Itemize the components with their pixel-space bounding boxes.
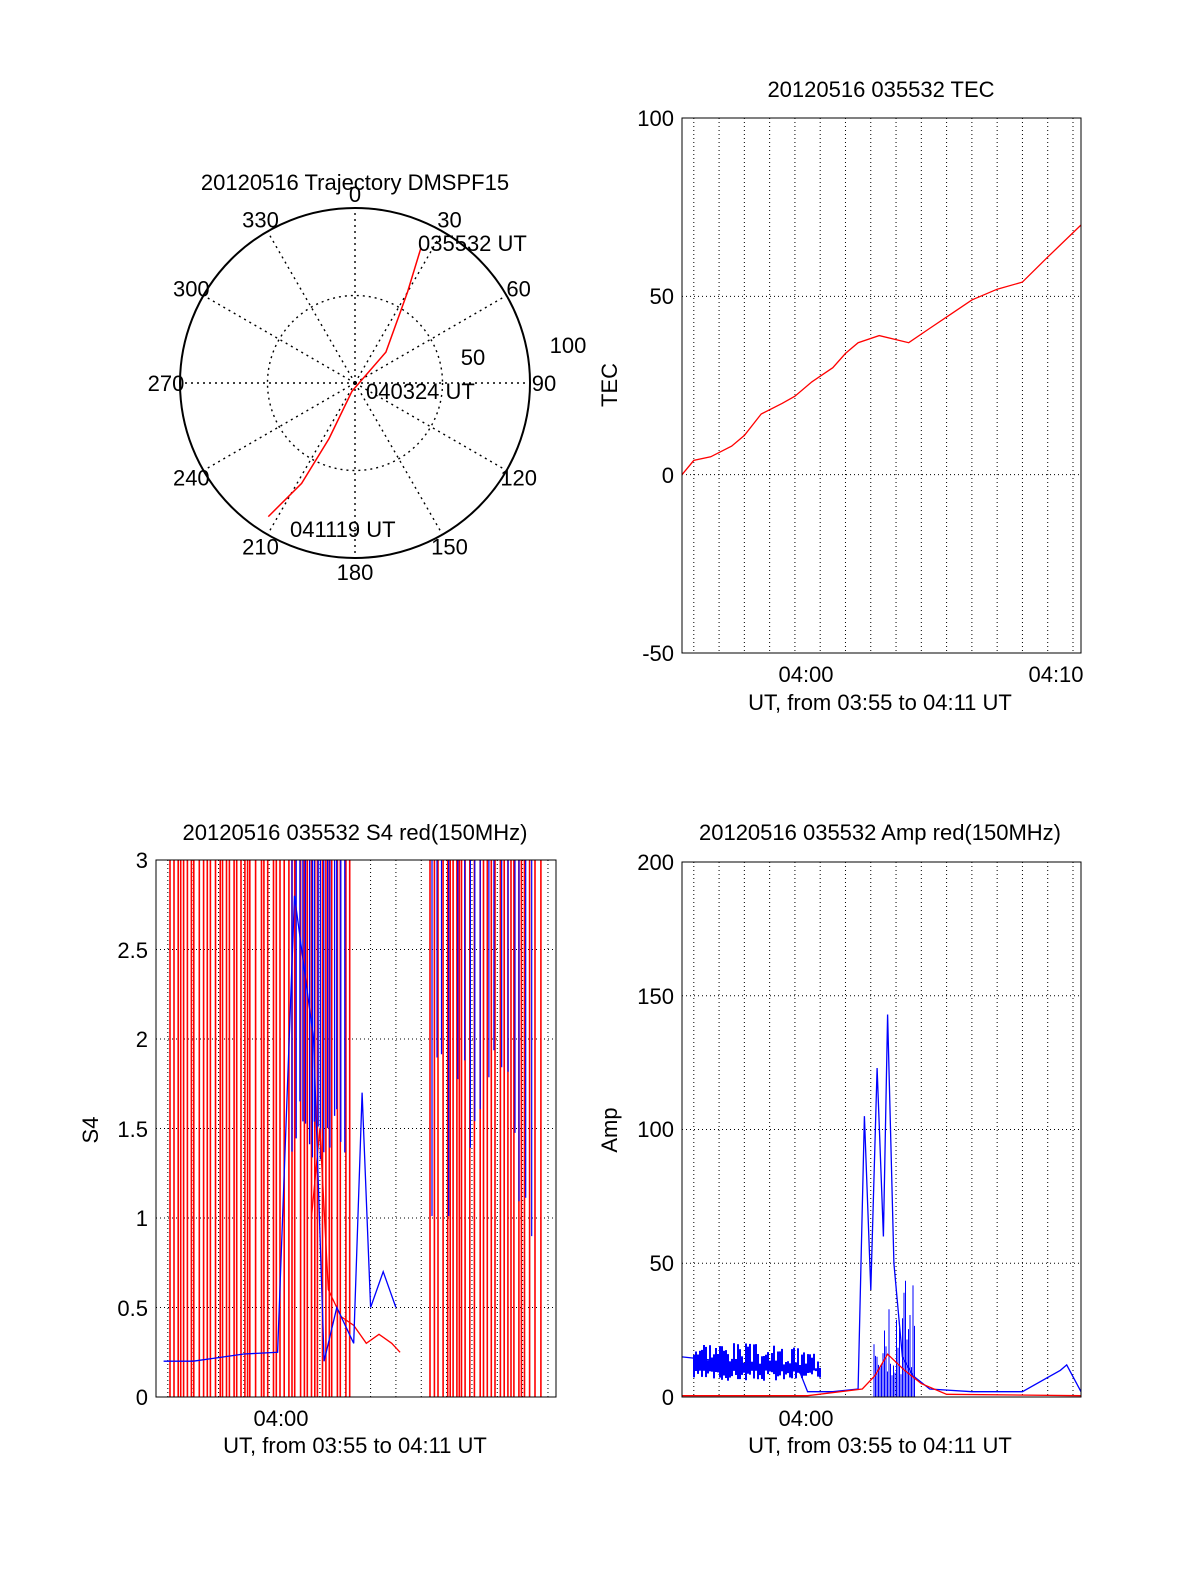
- polar-azimuth-label: 60: [506, 277, 530, 302]
- polar-azimuth-label: 180: [337, 560, 374, 585]
- s4-title: 20120516 035532 S4 red(150MHz): [183, 820, 528, 845]
- polar-azimuth-label: 300: [173, 277, 210, 302]
- polar-trajectory-line: [267, 247, 422, 518]
- s4-red-series-line: [310, 1128, 401, 1353]
- tec-yaxis-label: TEC: [597, 363, 622, 407]
- polar-azimuth-label: 210: [242, 535, 279, 560]
- amp-ytick-label: 100: [637, 1117, 674, 1142]
- polar-grid-spoke: [354, 382, 444, 535]
- tec-ytick-label: 50: [650, 284, 674, 309]
- amp-xaxis-label: UT, from 03:55 to 04:11 UT: [748, 1433, 1012, 1458]
- s4-ytick-label: 0.5: [117, 1296, 148, 1321]
- tec-ytick-label: 0: [662, 463, 674, 488]
- amp-grid: [682, 861, 1081, 1398]
- tec-title: 20120516 035532 TEC: [767, 77, 994, 102]
- s4-ytick-label: 0: [136, 1385, 148, 1410]
- polar-azimuth-label: 90: [532, 371, 556, 396]
- tec-ytick-label: -50: [642, 641, 674, 666]
- polar-radial-label: 50: [461, 345, 485, 370]
- s4-xaxis-label: UT, from 03:55 to 04:11 UT: [223, 1433, 487, 1458]
- tec-panel: 20120516 035532 TEC -50 0 50 100 04:00 0…: [597, 77, 1084, 715]
- tec-grid: [682, 117, 1081, 654]
- polar-grid-circle: [266, 294, 444, 472]
- polar-grid-spoke: [354, 231, 444, 384]
- polar-azimuth-label: 330: [242, 207, 279, 232]
- polar-grid-spoke: [203, 382, 356, 472]
- s4-xtick-label: 04:00: [253, 1406, 308, 1431]
- amp-yaxis-label: Amp: [597, 1107, 622, 1152]
- polar-annotation: 040324 UT: [366, 379, 475, 404]
- amp-xtick-label: 04:00: [778, 1406, 833, 1431]
- s4-panel: 20120516 035532 S4 red(150MHz) 0 0.5 1 1…: [78, 820, 557, 1458]
- polar-annotation: 035532 UT: [418, 231, 527, 256]
- amp-ytick-label: 150: [637, 984, 674, 1009]
- polar-grid-spoke: [354, 382, 507, 472]
- tec-xaxis-label: UT, from 03:55 to 04:11 UT: [748, 690, 1012, 715]
- amp-panel: 20120516 035532 Amp red(150MHz) 0 50 100…: [597, 820, 1082, 1458]
- s4-red-spikes: [169, 860, 542, 1397]
- polar-azimuth-labels: 0 30 60 90 120 150 180 210 240 270 300 330: [148, 182, 557, 585]
- polar-grid-spoke: [266, 231, 356, 384]
- tec-series-line: [681, 224, 1082, 476]
- polar-azimuth-label: 240: [173, 466, 210, 491]
- polar-radial-label: 100: [550, 333, 587, 358]
- polar-grid-spoke: [354, 294, 507, 384]
- polar-panel: 20120516 Trajectory DMSPF15 0 30 60 90 120 15…: [148, 170, 587, 585]
- polar-azimuth-label: 150: [431, 535, 468, 560]
- amp-ytick-label: 50: [650, 1251, 674, 1276]
- polar-azimuth-label: 0: [349, 182, 361, 207]
- s4-plot-frame: [155, 859, 557, 1398]
- tec-xtick-label: 04:00: [778, 662, 833, 687]
- amp-title: 20120516 035532 Amp red(150MHz): [699, 820, 1061, 845]
- amp-ytick-label: 0: [662, 1385, 674, 1410]
- polar-azimuth-label: 270: [148, 371, 185, 396]
- amp-blue-noise: [693, 1280, 915, 1397]
- s4-ytick-label: 3: [136, 848, 148, 873]
- polar-title: 20120516 Trajectory DMSPF15: [201, 170, 509, 195]
- amp-red-series-line: [682, 1353, 1082, 1397]
- polar-grid: [180, 208, 530, 558]
- s4-ytick-label: 1: [136, 1206, 148, 1231]
- s4-blue-series-line: [163, 895, 397, 1362]
- polar-grid-spoke: [203, 294, 356, 384]
- polar-grid-spoke: [266, 382, 356, 535]
- polar-azimuth-label: 120: [500, 466, 537, 491]
- s4-blue-spikes: [291, 860, 533, 1237]
- s4-yaxis-label: S4: [78, 1117, 103, 1144]
- s4-ytick-label: 1.5: [117, 1117, 148, 1142]
- amp-blue-series-line: [681, 1014, 1082, 1393]
- polar-annotation: 041119 UT: [290, 517, 396, 542]
- s4-ytick-label: 2: [136, 1027, 148, 1052]
- amp-plot-frame: [681, 861, 1082, 1398]
- amp-ytick-label: 200: [637, 850, 674, 875]
- s4-ytick-label: 2.5: [117, 938, 148, 963]
- tec-xtick-label: 04:10: [1028, 662, 1083, 687]
- polar-azimuth-label: 30: [437, 207, 461, 232]
- tec-plot-frame: [681, 117, 1082, 654]
- tec-ytick-label: 100: [637, 106, 674, 131]
